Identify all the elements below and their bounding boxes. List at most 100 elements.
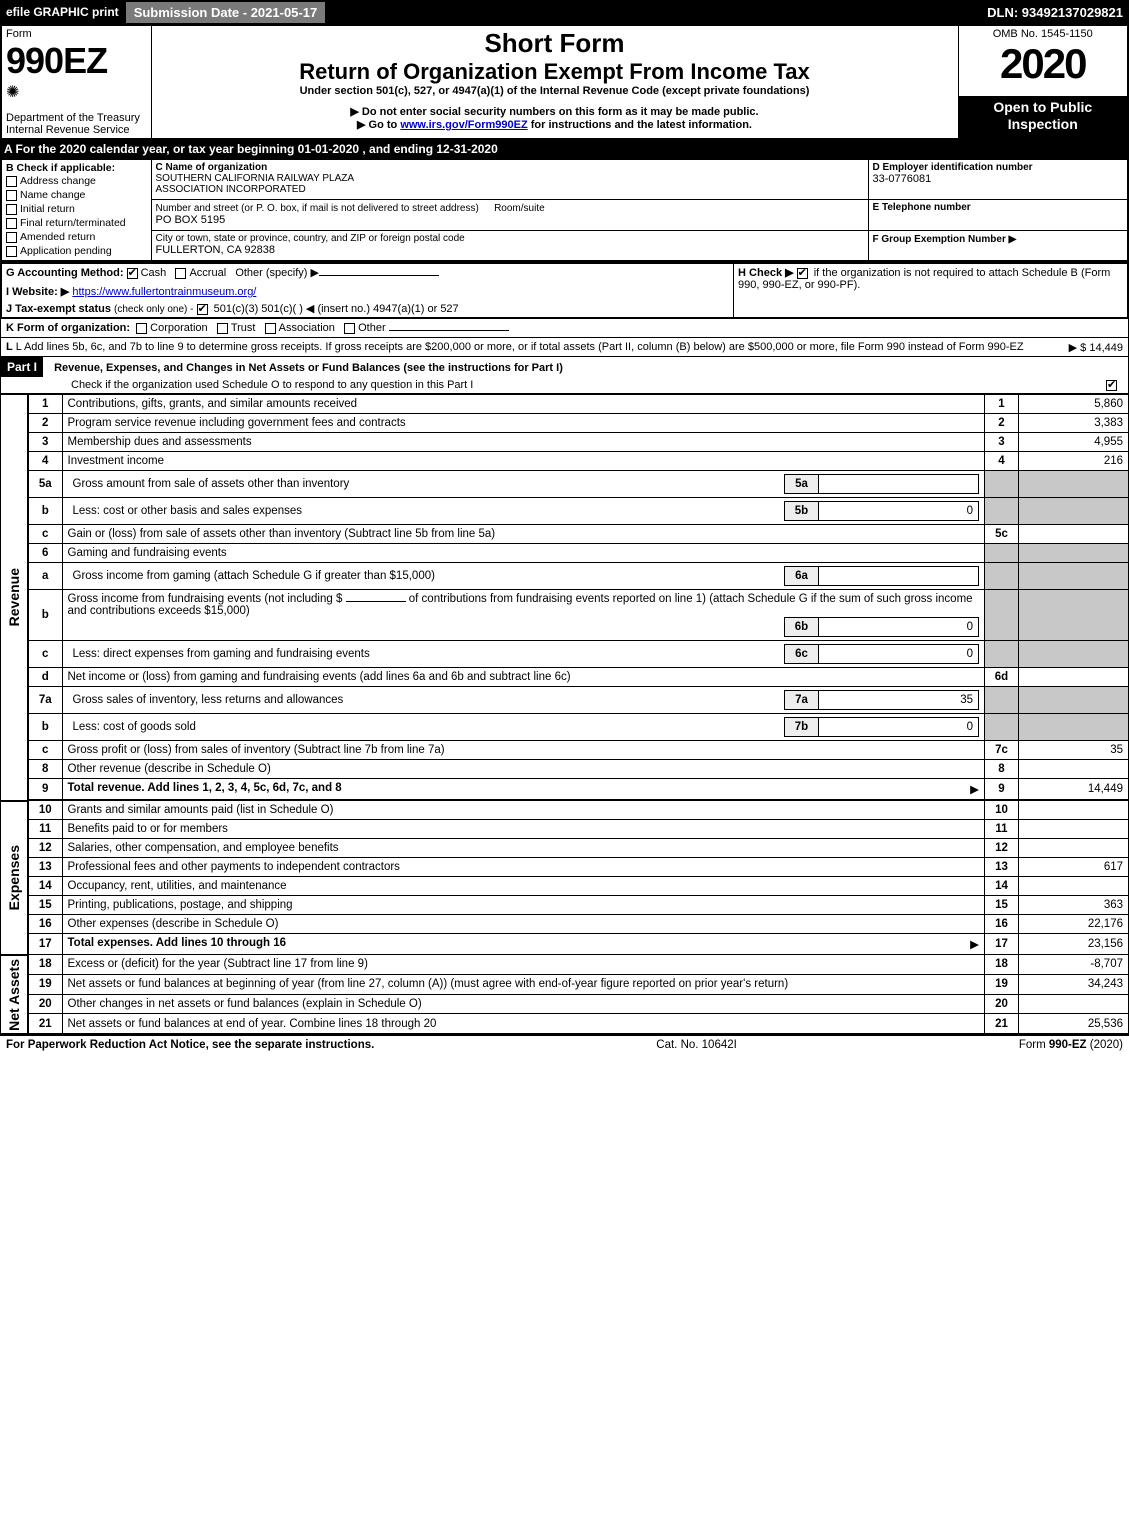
line-6-grey xyxy=(985,544,1019,563)
line-6c-row: Less: direct expenses from gaming and fu… xyxy=(62,641,985,668)
line-6d-num: d xyxy=(28,668,62,687)
irs-link[interactable]: www.irs.gov/Form990EZ xyxy=(400,119,527,131)
line-6a-desc: Gross income from gaming (attach Schedul… xyxy=(68,567,785,586)
line-6b-grey2 xyxy=(1019,590,1129,641)
section-g: G Accounting Method: Cash Accrual Other … xyxy=(1,263,734,318)
line-8-desc: Other revenue (describe in Schedule O) xyxy=(62,760,985,779)
chk-final-return[interactable]: Final return/terminated xyxy=(6,216,147,230)
line-6b-blank[interactable] xyxy=(346,601,406,602)
line-18-num: 18 xyxy=(28,955,62,975)
d-label: D Employer identification number xyxy=(873,162,1124,173)
line-21-num: 21 xyxy=(28,1014,62,1034)
line-12-amt xyxy=(1019,839,1129,858)
line-3-amt: 4,955 xyxy=(1019,433,1129,452)
chk-cash[interactable] xyxy=(127,268,138,279)
line-10-num: 10 xyxy=(28,801,62,820)
line-6a-row: Gross income from gaming (attach Schedul… xyxy=(62,563,985,590)
line-7a-num: 7a xyxy=(28,687,62,714)
chk-application-pending[interactable]: Application pending xyxy=(6,244,147,258)
part1-lines-table: Revenue 1 Contributions, gifts, grants, … xyxy=(0,394,1129,1034)
line-6c-grey xyxy=(985,641,1019,668)
line-18-desc: Excess or (deficit) for the year (Subtra… xyxy=(62,955,985,975)
line-5a-grey xyxy=(985,471,1019,498)
goto-line: ▶ Go to www.irs.gov/Form990EZ for instru… xyxy=(156,118,954,131)
line-16-desc: Other expenses (describe in Schedule O) xyxy=(62,915,985,934)
line-5c-num: c xyxy=(28,525,62,544)
line-16-num: 16 xyxy=(28,915,62,934)
i-label: I Website: ▶ xyxy=(6,286,69,298)
g-label: G Accounting Method: xyxy=(6,267,124,279)
chk-corporation[interactable] xyxy=(136,323,147,334)
chk-trust[interactable] xyxy=(217,323,228,334)
website-link[interactable]: https://www.fullertontrainmuseum.org/ xyxy=(72,286,256,298)
dept-treasury: Department of the Treasury xyxy=(6,112,147,124)
chk-501c3[interactable] xyxy=(197,304,208,315)
line-7a-subamt: 35 xyxy=(819,691,979,710)
dln: DLN: 93492137029821 xyxy=(987,5,1129,20)
part1-title: Revenue, Expenses, and Changes in Net As… xyxy=(46,362,563,374)
chk-schedule-o[interactable] xyxy=(1106,380,1117,391)
chk-sched-b[interactable] xyxy=(797,268,808,279)
line-7a-grey xyxy=(985,687,1019,714)
line-7b-grey2 xyxy=(1019,714,1129,741)
part1-header: Part I Revenue, Expenses, and Changes in… xyxy=(0,357,1129,394)
line-7c-rn: 7c xyxy=(985,741,1019,760)
j-opts: 501(c)(3) 501(c)( ) ◀ (insert no.) 4947(… xyxy=(214,303,459,315)
chk-initial-return[interactable]: Initial return xyxy=(6,202,147,216)
line-5b-sub: 5b xyxy=(785,502,819,521)
omb-number: OMB No. 1545-1150 xyxy=(963,28,1124,40)
netassets-vlabel: Net Assets xyxy=(6,959,22,1031)
l-text: L Add lines 5b, 6c, and 7b to line 9 to … xyxy=(16,341,1024,353)
h-label: H Check ▶ xyxy=(738,267,794,279)
line-13-amt: 617 xyxy=(1019,858,1129,877)
g-h-table: G Accounting Method: Cash Accrual Other … xyxy=(0,262,1129,319)
line-9-amt: 14,449 xyxy=(1019,779,1129,800)
chk-name-change[interactable]: Name change xyxy=(6,188,147,202)
tax-year: 2020 xyxy=(963,40,1124,88)
section-a-period: A For the 2020 calendar year, or tax yea… xyxy=(0,140,1129,158)
line-12-num: 12 xyxy=(28,839,62,858)
line-2-num: 2 xyxy=(28,414,62,433)
form-header-table: Form 990EZ ✺ Department of the Treasury … xyxy=(0,24,1129,140)
chk-accrual[interactable] xyxy=(175,268,186,279)
line-17-amt: 23,156 xyxy=(1019,934,1129,955)
chk-other-org[interactable] xyxy=(344,323,355,334)
chk-amended-return[interactable]: Amended return xyxy=(6,230,147,244)
line-5a-sub: 5a xyxy=(785,475,819,494)
open-to-public: Open to Public Inspection xyxy=(958,96,1128,139)
part1-check-line: Check if the organization used Schedule … xyxy=(71,379,473,391)
line-4-num: 4 xyxy=(28,452,62,471)
line-1-desc: Contributions, gifts, grants, and simila… xyxy=(62,395,985,414)
line-7b-desc: Less: cost of goods sold xyxy=(68,718,785,737)
other-specify-input[interactable] xyxy=(319,275,439,276)
line-6-grey2 xyxy=(1019,544,1129,563)
chk-address-change[interactable]: Address change xyxy=(6,174,147,188)
other-org-input[interactable] xyxy=(389,330,509,331)
line-4-amt: 216 xyxy=(1019,452,1129,471)
line-8-num: 8 xyxy=(28,760,62,779)
section-c-name: C Name of organization SOUTHERN CALIFORN… xyxy=(151,159,868,200)
line-10-amt xyxy=(1019,801,1129,820)
submission-date: Submission Date - 2021-05-17 xyxy=(125,1,327,24)
line-1-rn: 1 xyxy=(985,395,1019,414)
line-14-amt xyxy=(1019,877,1129,896)
line-7b-sub: 7b xyxy=(785,718,819,737)
line-5b-desc: Less: cost or other basis and sales expe… xyxy=(68,502,785,521)
line-4-rn: 4 xyxy=(985,452,1019,471)
section-k: K Form of organization: Corporation Trus… xyxy=(0,319,1129,338)
line-6b-sub: 6b xyxy=(785,618,819,637)
line-11-num: 11 xyxy=(28,820,62,839)
f-label: F Group Exemption Number ▶ xyxy=(873,234,1017,245)
line-7a-desc: Gross sales of inventory, less returns a… xyxy=(68,691,785,710)
line-7b-subamt: 0 xyxy=(819,718,979,737)
line-6d-amt xyxy=(1019,668,1129,687)
line-14-desc: Occupancy, rent, utilities, and maintena… xyxy=(62,877,985,896)
chk-association[interactable] xyxy=(265,323,276,334)
line-21-rn: 21 xyxy=(985,1014,1019,1034)
line-6-num: 6 xyxy=(28,544,62,563)
efile-label: efile GRAPHIC print xyxy=(0,5,125,19)
section-h: H Check ▶ if the organization is not req… xyxy=(734,263,1128,318)
ein-value: 33-0776081 xyxy=(873,173,1124,185)
expenses-vlabel: Expenses xyxy=(6,845,22,910)
line-13-rn: 13 xyxy=(985,858,1019,877)
